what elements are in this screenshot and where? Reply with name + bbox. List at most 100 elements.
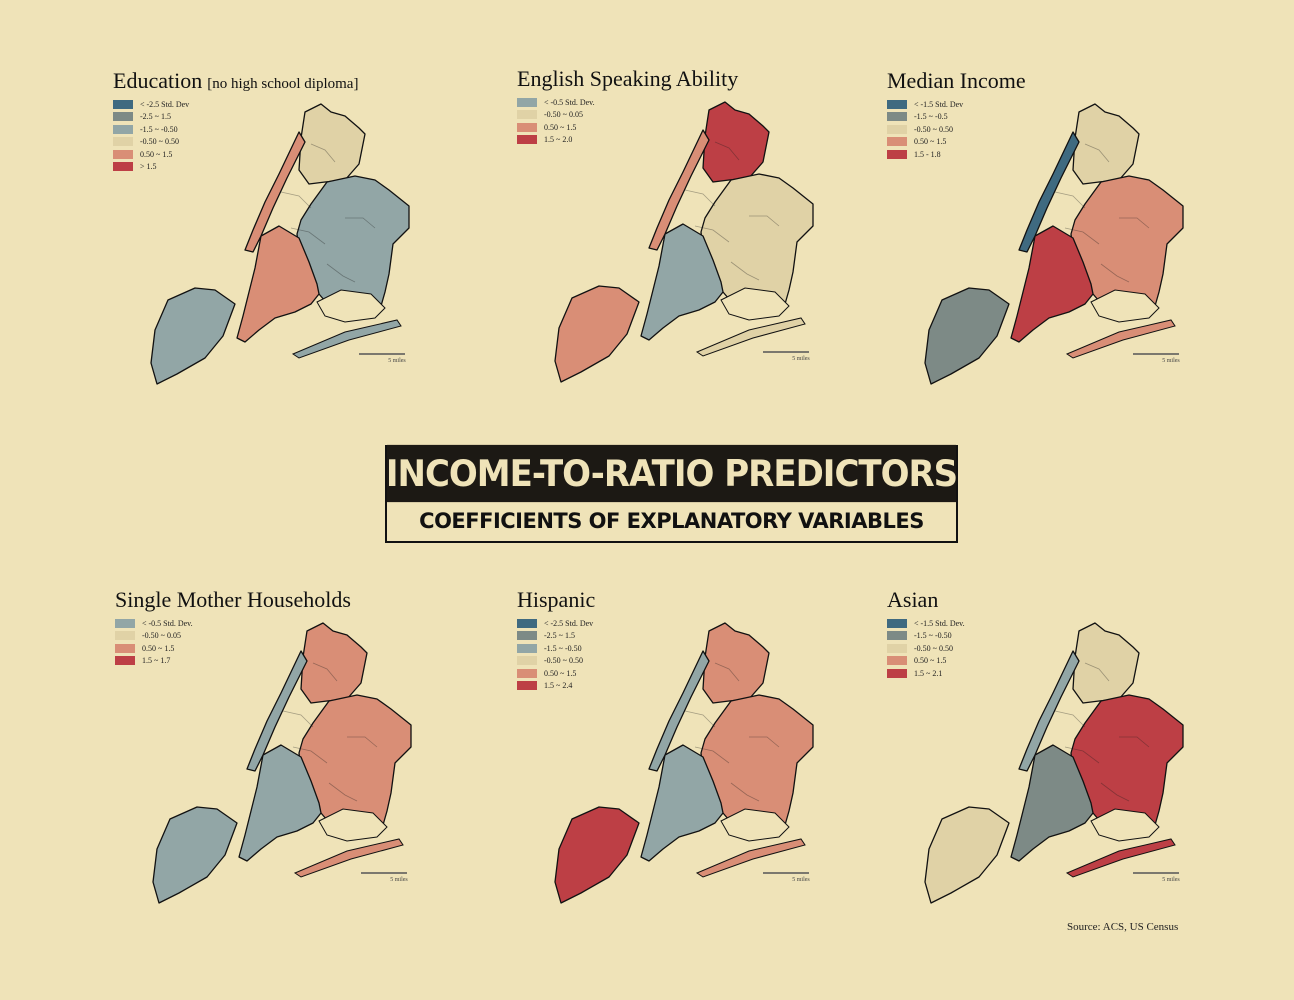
legend-swatch — [115, 618, 135, 628]
panel-title: Single Mother Households — [115, 587, 351, 613]
jamaica-bay — [720, 808, 790, 842]
legend-item: 1.5 ~ 2.1 — [887, 667, 965, 680]
main-title: INCOME-TO-RATIO PREDICTORS — [386, 444, 958, 503]
legend-item: -1.5 ~ -0.5 — [887, 111, 963, 124]
borough-brooklyn — [640, 223, 724, 341]
jamaica-bay — [318, 808, 388, 842]
district-boundary — [1054, 710, 1086, 728]
legend-swatch — [887, 618, 907, 628]
legend: < -0.5 Std. Dev. -0.50 ~ 0.05 0.50 ~ 1.5 1.… — [115, 617, 193, 667]
panel-education: Education [no high school diploma] < -2.5 … — [113, 68, 473, 428]
legend-swatch — [887, 149, 907, 159]
legend-item: < -2.5 Std. Dev — [113, 98, 189, 111]
scale-label: 5 miles — [792, 356, 810, 362]
borough-staten — [924, 806, 1010, 904]
borough-rockaway — [291, 319, 402, 359]
district-boundary — [345, 217, 376, 229]
legend-swatch — [115, 656, 135, 666]
borough-brooklyn — [238, 744, 322, 862]
legend-swatch — [113, 112, 133, 122]
legend-label: 0.50 ~ 1.5 — [544, 668, 577, 678]
legend-item: -2.5 ~ 1.5 — [113, 111, 189, 124]
district-boundary — [730, 782, 760, 802]
legend-item: -2.5 ~ 1.5 — [517, 630, 593, 643]
borough-manhattan — [244, 131, 306, 253]
legend: < -2.5 Std. Dev -2.5 ~ 1.5 -1.5 ~ -0.50 -0.… — [113, 98, 189, 173]
borough-map: 5 miles — [554, 622, 814, 904]
legend-label: -0.50 ~ 0.50 — [544, 656, 583, 666]
district-boundary — [282, 710, 314, 728]
panel-title: English Speaking Ability — [517, 66, 738, 92]
legend-swatch — [517, 668, 537, 678]
borough-manhattan — [648, 129, 710, 251]
legend-item: -0.50 ~ 0.50 — [887, 642, 965, 655]
borough-staten — [150, 287, 236, 385]
district-boundary — [694, 746, 730, 764]
panel-median-income: Median Income < -1.5 Std. Dev -1.5 ~ -0.5 -… — [887, 68, 1247, 428]
district-boundary — [280, 191, 312, 209]
district-boundary — [312, 662, 338, 682]
legend-swatch — [887, 643, 907, 653]
title-box: INCOME-TO-RATIO PREDICTORS COEFFICIENTS … — [385, 444, 958, 543]
district-boundary — [684, 189, 716, 207]
jamaica-bay — [1090, 808, 1160, 842]
district-boundary — [290, 227, 326, 245]
legend-label: -1.5 ~ -0.50 — [544, 643, 582, 653]
district-boundary — [1119, 217, 1150, 229]
borough-rockaway — [695, 838, 806, 878]
panel-single-mother-households: Single Mother Households < -0.5 Std. Dev.… — [115, 587, 475, 947]
borough-map: 5 miles — [554, 101, 814, 383]
borough-rockaway — [695, 317, 806, 357]
jamaica-bay — [720, 287, 790, 321]
legend-label: -1.5 ~ -0.5 — [914, 112, 948, 122]
legend-item: 0.50 ~ 1.5 — [113, 148, 189, 161]
borough-bronx — [702, 101, 770, 183]
panel-title: Hispanic — [517, 587, 595, 613]
legend-item: -0.50 ~ 0.05 — [115, 630, 193, 643]
borough-brooklyn — [640, 744, 724, 862]
borough-staten — [554, 806, 640, 904]
borough-rockaway — [1065, 319, 1176, 359]
panel-title-text: Median Income — [887, 68, 1026, 93]
district-boundary — [1119, 736, 1150, 748]
legend-swatch — [113, 162, 133, 172]
legend-item: 1.5 ~ 2.0 — [517, 134, 595, 147]
legend-label: < -0.5 Std. Dev. — [544, 97, 595, 107]
legend-swatch — [887, 656, 907, 666]
legend-swatch — [113, 99, 133, 109]
district-boundary — [749, 736, 780, 748]
legend-item: < -0.5 Std. Dev. — [517, 96, 595, 109]
borough-brooklyn — [1010, 744, 1094, 862]
panel-english-speaking-ability: English Speaking Ability < -0.5 Std. Dev.… — [517, 66, 877, 426]
legend-label: < -2.5 Std. Dev — [140, 99, 190, 109]
borough-manhattan — [1018, 131, 1080, 253]
district-boundary — [1100, 263, 1130, 283]
legend-label: < -0.5 Std. Dev. — [142, 618, 193, 628]
scale-label: 5 miles — [1162, 358, 1180, 364]
legend-item: -1.5 ~ -0.50 — [113, 123, 189, 136]
panel-title: Asian — [887, 587, 938, 613]
scale-label: 5 miles — [1162, 877, 1180, 883]
legend-item: < -2.5 Std. Dev — [517, 617, 593, 630]
legend-label: -0.50 ~ 0.05 — [544, 110, 583, 120]
legend-swatch — [517, 618, 537, 628]
borough-map: 5 miles — [924, 103, 1184, 385]
panel-title-text: Asian — [887, 587, 939, 612]
borough-bronx — [298, 103, 366, 185]
scale-label: 5 miles — [390, 877, 408, 883]
legend-swatch — [517, 643, 537, 653]
scale-label: 5 miles — [388, 358, 406, 364]
legend-item: 0.50 ~ 1.5 — [517, 667, 593, 680]
jamaica-bay — [316, 289, 386, 323]
legend-label: -0.50 ~ 0.50 — [140, 137, 179, 147]
district-boundary — [694, 225, 730, 243]
district-boundary — [714, 662, 740, 682]
panel-title: Median Income — [887, 68, 1026, 94]
borough-map: 5 miles — [150, 103, 410, 385]
district-boundary — [730, 261, 760, 281]
borough-manhattan — [1018, 650, 1080, 772]
legend: < -2.5 Std. Dev -2.5 ~ 1.5 -1.5 ~ -0.50 -0.… — [517, 617, 593, 692]
legend-item: 0.50 ~ 1.5 — [887, 655, 965, 668]
borough-manhattan — [648, 650, 710, 772]
district-boundary — [1064, 746, 1100, 764]
